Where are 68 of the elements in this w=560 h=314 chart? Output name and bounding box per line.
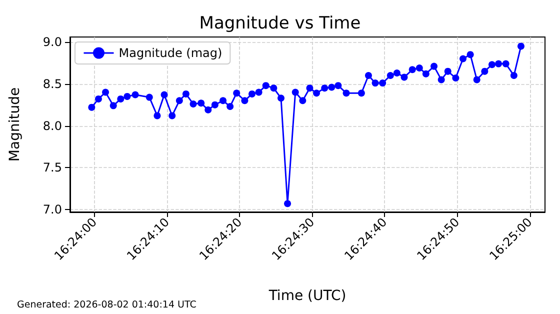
point [146,94,153,101]
point [460,55,467,62]
point [284,200,292,208]
point [466,51,474,58]
y-axis-title: Magnitude [7,87,23,162]
point [292,88,299,96]
point [226,103,234,110]
point [168,112,176,120]
point [430,62,438,70]
point [211,101,218,108]
point [379,80,386,87]
point [328,84,336,91]
y-tick-label: 8.5 [42,76,62,91]
point [444,68,452,75]
y-tick-label: 7.5 [42,160,62,175]
point [262,82,270,90]
point [372,80,379,87]
x-axis-title: Time (UTC) [268,288,346,304]
point [176,97,183,104]
y-tick-label: 8.0 [42,118,62,133]
point [495,60,502,68]
legend-label: Magnitude (mag) [118,46,222,60]
point [393,70,400,77]
point [160,91,168,98]
point [342,90,350,97]
point [255,88,262,96]
point [241,97,248,104]
point [124,92,131,100]
point [452,74,460,82]
text: Generated: 2026-08-02 01:40:14 UTC [17,300,197,310]
y-tick-label: 7.0 [42,202,62,216]
y-tick-label: 9.0 [42,35,62,50]
point [182,90,190,98]
point [117,95,124,102]
point [386,72,394,80]
point [358,90,365,97]
point [220,97,227,104]
point [416,64,423,72]
point [190,100,197,108]
point [517,42,524,50]
point [306,84,314,92]
point [313,90,320,97]
point [299,97,306,104]
point [270,84,278,92]
point [94,95,102,102]
point [438,76,445,84]
point [502,60,510,68]
point [473,76,480,84]
point [198,100,205,107]
point [110,102,117,110]
point [248,90,256,98]
point [88,104,96,111]
point [422,70,430,78]
point [408,66,416,74]
point [204,106,212,114]
point [132,91,139,98]
point [481,68,488,75]
point [364,72,372,80]
chart-title: Magnitude vs Time [199,14,361,34]
point [233,90,240,97]
point [102,88,110,96]
point [154,112,161,120]
point [400,74,408,81]
point [488,61,496,68]
point [510,72,518,80]
point [334,82,342,90]
point [278,94,284,102]
point [321,84,328,92]
